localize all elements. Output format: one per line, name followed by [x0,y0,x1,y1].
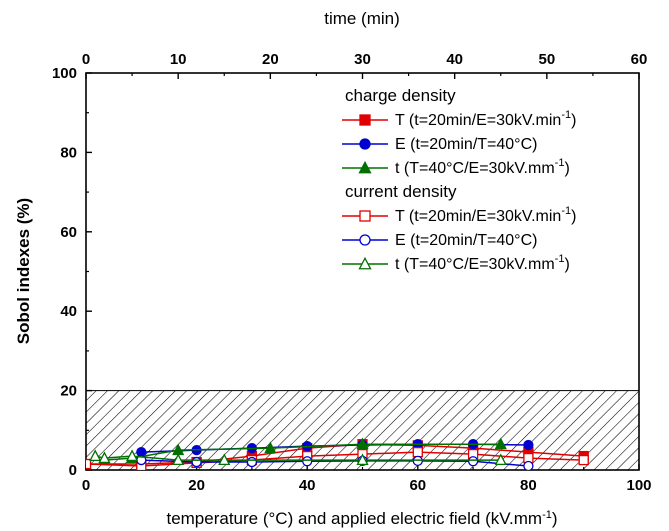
x2-tick-label: 10 [170,51,187,68]
legend-marker [359,234,371,246]
series-layer [86,437,589,470]
legend-heading: charge density [345,86,456,105]
data-point [126,449,139,462]
data-point [98,451,111,464]
legend-entry: E (t=20min/T=40°C) [395,232,537,249]
y-axis-title: Sobol indexes (%) [14,198,33,344]
y-tick-label: 60 [60,224,77,241]
data-point [494,453,507,466]
data-point [89,449,102,462]
data-point [264,441,277,454]
data-point [523,439,534,451]
legend-entry: T (t=20min/E=30kV.min-1) [395,205,576,225]
legend-marker [359,114,371,126]
x-tick-label: 100 [626,477,651,494]
data-point [412,455,423,467]
series-line [141,459,529,467]
data-point [218,453,231,466]
data-point [246,456,258,468]
data-point [86,458,92,470]
y-tick-label: 20 [60,383,77,400]
legend-marker [359,138,371,150]
data-point [302,456,313,467]
legend-marker [358,160,372,174]
y-tick-label: 40 [60,303,77,320]
x2-tick-label: 20 [262,51,279,68]
data-point [467,456,479,467]
y-tick-label: 100 [52,65,77,82]
x-tick-label: 20 [188,477,205,494]
x2-tick-label: 50 [538,51,555,68]
data-point [412,446,423,458]
data-point [191,456,202,468]
data-point [578,454,589,466]
x-axis-title: temperature (°C) and applied electric fi… [166,509,557,528]
x2-tick-label: 60 [631,51,648,68]
data-point [356,437,369,450]
x-tick-label: 40 [299,477,316,494]
data-point [172,453,185,466]
x-tick-label: 60 [409,477,426,494]
legend: charge density T (t=20min/E=30kV.min-1) E … [342,86,576,273]
x2-tick-label: 0 [82,51,90,68]
top-axis-title: time (min) [324,9,400,28]
tick-labels: 0 20 40 60 80 100 0 10 20 30 40 50 60 0 20 40 60 80 100 [52,51,652,494]
data-point [494,437,507,450]
legend-entry: T (t=20min/E=30kV.min-1) [395,109,576,129]
x2-tick-label: 40 [446,51,463,68]
legend-heading: current density [345,182,457,201]
data-point [356,453,369,466]
y-tick-label: 0 [69,462,77,479]
x-tick-label: 80 [520,477,537,494]
x-tick-label: 0 [82,477,90,494]
legend-marker [359,210,371,222]
legend-entry: t (T=40°C/E=30kV.mm-1) [395,253,570,273]
y-tick-label: 80 [60,144,77,161]
legend-marker [358,256,372,270]
legend-entry: t (T=40°C/E=30kV.mm-1) [395,157,570,177]
data-point [523,460,534,470]
series-6 [89,449,507,466]
legend-entry: E (t=20min/T=40°C) [395,136,537,153]
x2-tick-label: 30 [354,51,371,68]
